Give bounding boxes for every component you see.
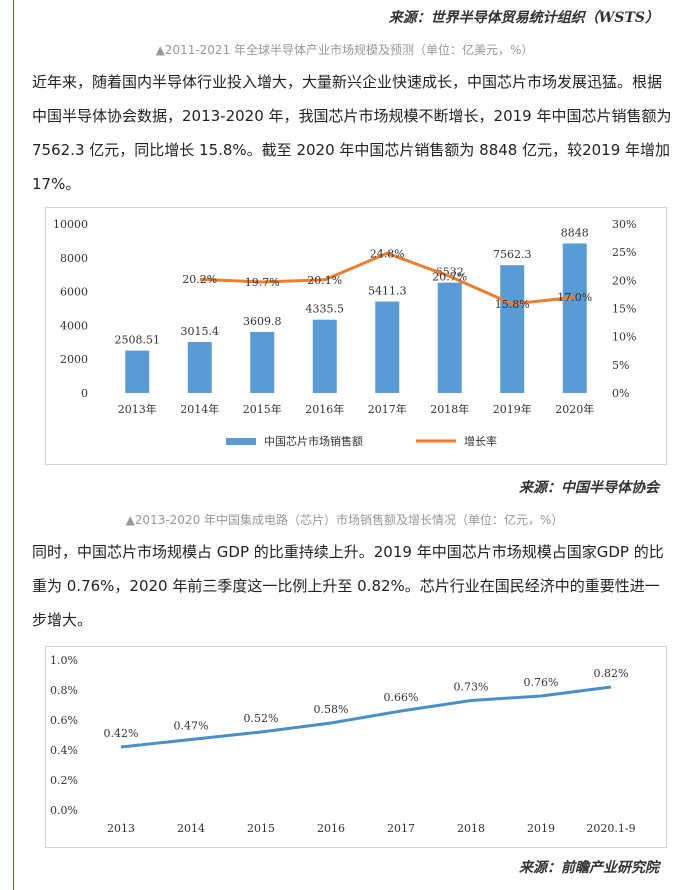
legend-label-growth: 增长率 xyxy=(464,434,497,448)
sales-bar xyxy=(562,243,587,393)
gdp-value-label: 0.58% xyxy=(314,703,349,716)
x-tick-label: 2018 xyxy=(457,822,485,835)
gdp-value-label: 0.47% xyxy=(174,720,209,733)
growth-value-label: 20.1% xyxy=(307,274,342,287)
paragraph-chip-market: 近年来，随着国内半导体行业投入增大，大量新兴企业快速成长，中国芯片市场发展迅猛。… xyxy=(32,73,672,193)
gdp-value-label: 0.52% xyxy=(244,712,279,725)
gdp-value-label: 0.42% xyxy=(104,727,139,740)
y-tick-label: 0.0% xyxy=(50,804,78,817)
y2-tick-label: 15% xyxy=(612,303,636,316)
source-qianzhan: 来源：前瞻产业研究院 xyxy=(519,860,659,876)
bar-value-label: 2508.51 xyxy=(115,334,161,347)
x-tick-label: 2018年 xyxy=(430,402,469,416)
y-tick-label: 1.0% xyxy=(50,654,78,667)
sales-bar xyxy=(375,301,400,393)
bar-value-label: 3015.4 xyxy=(181,325,220,338)
bar-value-label: 4335.5 xyxy=(306,303,345,316)
x-tick-label: 2016年 xyxy=(305,402,344,416)
x-tick-label: 2015 xyxy=(247,822,275,835)
y-tick-label: 8000 xyxy=(60,252,88,265)
y-tick-label: 6000 xyxy=(60,286,88,299)
bar-value-label: 7562.3 xyxy=(493,248,532,261)
y2-tick-label: 5% xyxy=(612,359,629,372)
y2-tick-label: 25% xyxy=(612,246,636,259)
x-tick-label: 2020年 xyxy=(555,402,594,416)
growth-value-label: 24.8% xyxy=(370,247,405,260)
gdp-value-label: 0.82% xyxy=(594,667,629,680)
sales-bar xyxy=(250,331,275,393)
gdp-value-label: 0.73% xyxy=(454,681,489,694)
y-tick-label: 0.8% xyxy=(50,684,78,697)
growth-value-label: 17.0% xyxy=(557,291,592,304)
x-tick-label: 2014 xyxy=(177,822,205,835)
x-tick-label: 2017 xyxy=(387,822,415,835)
x-tick-label: 2015年 xyxy=(243,402,282,416)
gdp-share-chart-svg: 0.0% 0.2% 0.4% 0.6% 0.8% 1.0% 0.42% 0.47% 0.52%… xyxy=(50,654,636,835)
growth-value-label: 20.7% xyxy=(432,270,467,283)
bar-value-label: 8848 xyxy=(561,226,589,239)
x-tick-label: 2016 xyxy=(317,822,345,835)
y-tick-label: 0.4% xyxy=(50,744,78,757)
caption-global-market: ▲2011-2021 年全球半导体产业市场规模及预测（单位：亿美元，%） xyxy=(155,43,534,57)
y-tick-label: 0 xyxy=(81,387,88,400)
sales-bar xyxy=(437,282,462,393)
x-tick-label: 2017年 xyxy=(368,402,407,416)
y2-tick-label: 0% xyxy=(612,387,629,400)
bar-value-label: 3609.8 xyxy=(243,315,282,328)
x-tick-label: 2019 xyxy=(527,822,555,835)
bar-value-label: 5411.3 xyxy=(368,285,407,298)
paragraph-gdp-share: 同时，中国芯片市场规模占 GDP 的比重持续上升。2019 年中国芯片市场规模占… xyxy=(32,543,664,629)
caption-china-chip: ▲2013-2020 年中国集成电路（芯片）市场销售额及增长情况（单位：亿元，%… xyxy=(125,513,564,527)
legend-swatch-sales xyxy=(226,438,256,445)
sales-bar xyxy=(500,265,525,393)
growth-value-label: 20.2% xyxy=(182,273,217,286)
chip-sales-chart-svg: 0 2000 4000 6000 8000 10000 0% 5% 10% 15% 20% 25% 3… xyxy=(53,218,636,448)
growth-value-label: 19.7% xyxy=(245,276,280,289)
accent-rule xyxy=(13,0,14,890)
y2-tick-label: 10% xyxy=(612,331,636,344)
source-csia: 来源：中国半导体协会 xyxy=(519,480,659,496)
gdp-share-chart: 0.0% 0.2% 0.4% 0.6% 0.8% 1.0% 0.42% 0.47% 0.52%… xyxy=(45,646,667,848)
gdp-share-line xyxy=(120,685,612,749)
y-tick-label: 4000 xyxy=(60,319,88,332)
sales-bar xyxy=(187,342,212,393)
y2-tick-label: 30% xyxy=(612,218,636,231)
x-tick-label: 2013 xyxy=(107,822,135,835)
chip-sales-chart: 0 2000 4000 6000 8000 10000 0% 5% 10% 15% 20% 25% 3… xyxy=(45,207,667,465)
y-tick-label: 0.2% xyxy=(50,774,78,787)
y2-tick-label: 20% xyxy=(612,274,636,287)
x-tick-label: 2019年 xyxy=(493,402,532,416)
sales-bar xyxy=(312,319,337,393)
x-tick-label: 2014年 xyxy=(180,402,219,416)
source-wsts: 来源：世界半导体贸易统计组织（WSTS） xyxy=(388,10,659,26)
y-tick-label: 2000 xyxy=(60,353,88,366)
gdp-value-label: 0.76% xyxy=(524,676,559,689)
x-tick-label: 2013年 xyxy=(118,402,157,416)
sales-bar xyxy=(125,350,150,393)
growth-rate-line xyxy=(199,251,575,306)
gdp-value-label: 0.66% xyxy=(384,691,419,704)
y-tick-label: 0.6% xyxy=(50,714,78,727)
legend-label-sales: 中国芯片市场销售额 xyxy=(264,434,363,448)
x-tick-label: 2020.1-9 xyxy=(586,822,635,835)
y-tick-label: 10000 xyxy=(53,218,88,231)
growth-value-label: 15.8% xyxy=(495,298,530,311)
